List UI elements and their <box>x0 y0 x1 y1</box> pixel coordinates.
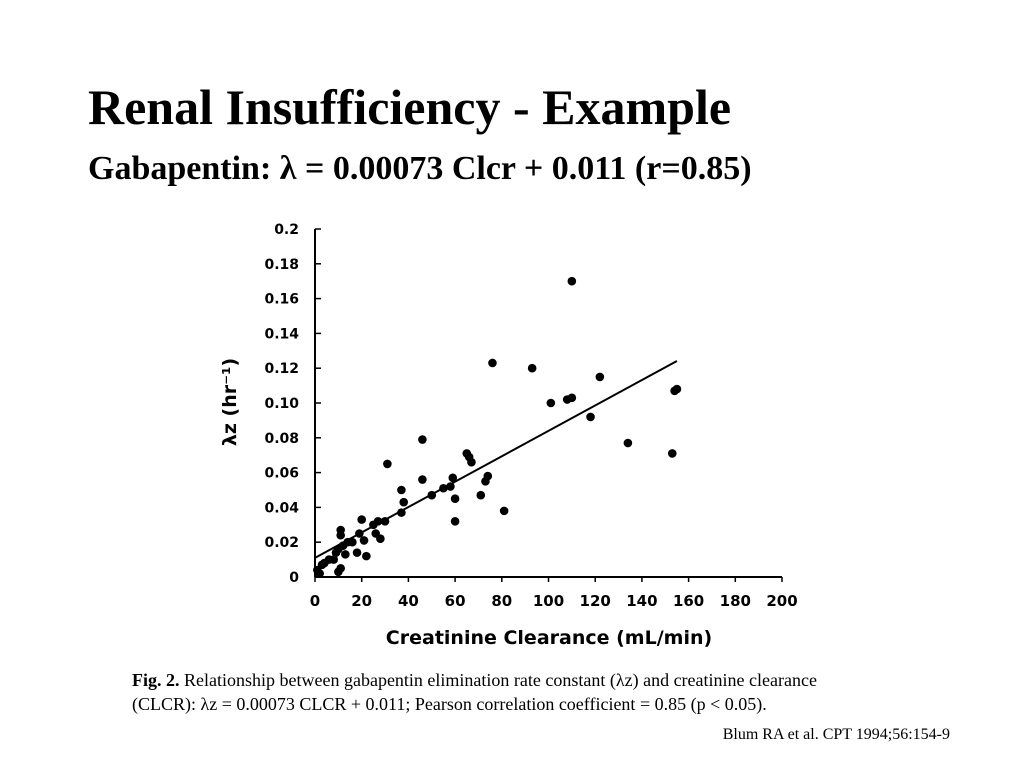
y-tick-label: 0.10 <box>264 396 299 412</box>
y-tick-label: 0.18 <box>264 257 299 273</box>
x-axis-label: Creatinine Clearance (mL/min) <box>386 627 712 649</box>
data-point <box>341 550 350 559</box>
x-tick-label: 60 <box>445 592 466 610</box>
data-point <box>476 490 486 500</box>
figure-caption-line-1: Fig. 2. Relationship between gabapentin … <box>132 668 892 692</box>
data-point <box>488 358 497 368</box>
data-point <box>467 457 476 467</box>
data-point <box>362 551 371 561</box>
data-point <box>348 537 357 547</box>
y-tick-label: 0.04 <box>264 500 299 516</box>
figure-caption-text-1: Relationship between gabapentin eliminat… <box>184 670 817 690</box>
chart-points <box>313 276 682 578</box>
y-tick-label: 0.14 <box>264 326 299 342</box>
citation: Blum RA et al. CPT 1994;56:154-9 <box>722 726 950 743</box>
data-point <box>667 449 677 458</box>
x-tick-label: 0 <box>310 592 320 610</box>
x-tick-label: 80 <box>491 592 512 610</box>
data-point <box>672 384 682 394</box>
x-tick-label: 20 <box>351 592 372 610</box>
data-point <box>448 473 458 483</box>
y-tick-label: 0.16 <box>264 292 299 308</box>
x-tick-label: 160 <box>673 592 704 610</box>
figure-caption-label: Fig. 2. <box>132 670 180 690</box>
data-point <box>376 534 385 544</box>
y-axis-label: λz (hr⁻¹) <box>219 358 241 446</box>
data-point <box>357 515 367 524</box>
data-point <box>418 475 427 484</box>
data-point <box>450 494 460 504</box>
figure-caption: Fig. 2. Relationship between gabapentin … <box>132 668 892 716</box>
data-point <box>399 497 409 507</box>
data-point <box>623 438 633 448</box>
y-tick-label: 0.02 <box>264 535 299 551</box>
x-tick-label: 40 <box>398 592 419 610</box>
data-point <box>418 435 427 444</box>
regression-line <box>314 360 678 559</box>
x-tick-label: 180 <box>720 592 751 610</box>
x-tick-label: 140 <box>626 592 657 610</box>
y-tick-label: 0.08 <box>264 431 299 447</box>
data-point <box>499 506 509 516</box>
y-tick-label: 0.12 <box>264 361 299 377</box>
data-point <box>527 363 537 373</box>
data-point <box>383 459 392 469</box>
data-point <box>546 398 556 408</box>
data-point <box>336 564 345 573</box>
slide-title: Renal Insufficiency - Example <box>88 79 732 135</box>
y-tick-label: 0.06 <box>264 466 299 482</box>
figure-caption-line-2: (CLCR): λz = 0.00073 CLCR + 0.011; Pears… <box>132 694 767 714</box>
data-point <box>359 536 369 545</box>
data-point <box>586 412 595 422</box>
data-point <box>450 517 460 526</box>
data-point <box>595 372 605 382</box>
x-tick-label: 200 <box>766 592 797 610</box>
slide-subtitle: Gabapentin: λ = 0.00073 Clcr + 0.011 (r=… <box>88 150 752 187</box>
y-tick-label: 0 <box>289 570 299 586</box>
data-point <box>567 393 577 403</box>
data-point <box>567 276 577 286</box>
data-point <box>315 569 324 578</box>
chart-ticks: 0 20 40 60 80 100 120 140 160 180 200 0 0.02 0.04 0.06… <box>264 222 797 610</box>
data-point <box>329 555 338 564</box>
x-tick-label: 100 <box>533 592 564 610</box>
data-point <box>483 471 493 481</box>
data-point <box>397 485 406 495</box>
data-point <box>352 548 362 557</box>
data-point <box>336 530 345 540</box>
y-tick-label: 0.2 <box>274 222 299 238</box>
x-tick-label: 120 <box>580 592 611 610</box>
